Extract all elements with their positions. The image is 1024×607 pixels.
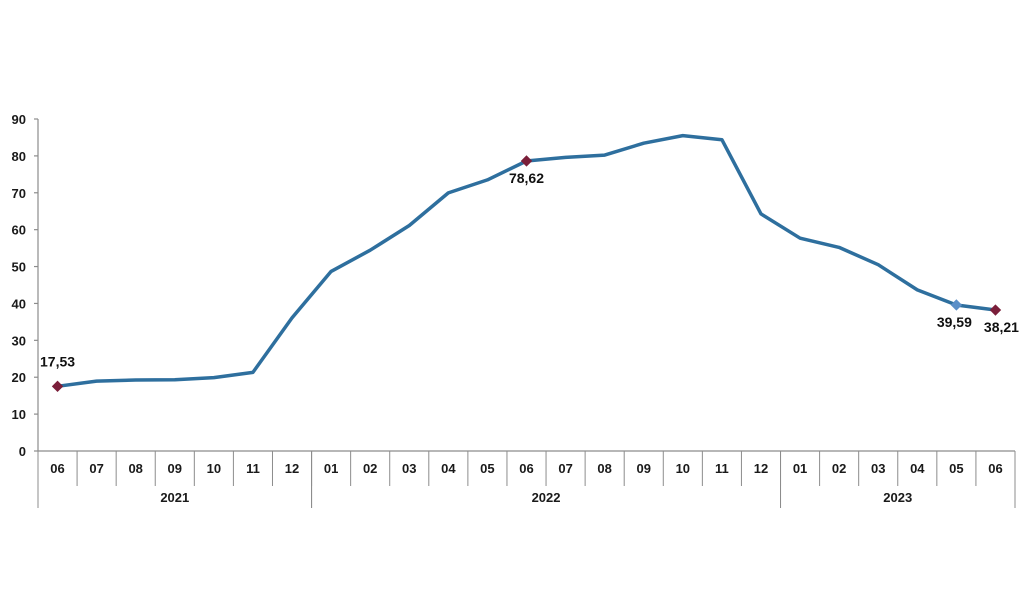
x-tick-label: 10: [207, 461, 221, 476]
x-tick-label: 03: [871, 461, 885, 476]
y-tick-label: 0: [19, 444, 26, 459]
x-axis: 06 07 08 09 10 11 12 01 02 03 04 05 06 07 08 09 10 11 12 01…: [37, 450, 1016, 508]
y-tick-label: 20: [12, 370, 26, 385]
x-tick-label: 05: [949, 461, 963, 476]
data-label: 78,62: [509, 170, 544, 186]
x-tick-label: 11: [246, 461, 260, 476]
x-tick-label: 01: [324, 461, 338, 476]
x-year-label: 2021: [160, 490, 189, 505]
y-tick-label: 70: [12, 186, 26, 201]
y-tick-label: 40: [12, 296, 26, 311]
x-year-label: 2022: [532, 490, 561, 505]
x-tick-label: 09: [637, 461, 651, 476]
x-tick-label: 06: [50, 461, 64, 476]
x-tick-label: 10: [676, 461, 690, 476]
x-year-label: 2023: [883, 490, 912, 505]
x-tick-label: 08: [128, 461, 142, 476]
y-tick-label: 50: [12, 260, 26, 275]
x-tick-label: 06: [988, 461, 1002, 476]
x-tick-label: 12: [754, 461, 768, 476]
x-tick-label: 02: [363, 461, 377, 476]
x-tick-label: 12: [285, 461, 299, 476]
data-label: 17,53: [40, 353, 75, 369]
data-annotations: 17,53 78,62 39,59 38,21: [40, 155, 1019, 393]
diamond-marker-icon: [51, 380, 64, 393]
diamond-marker-icon: [520, 155, 533, 167]
diamond-marker-icon: [950, 299, 963, 311]
y-axis: 0 10 20 30 40 50 60 70 80 90: [12, 112, 39, 459]
x-tick-label: 02: [832, 461, 846, 476]
x-tick-label: 06: [519, 461, 533, 476]
x-tick-label: 03: [402, 461, 416, 476]
diamond-marker-icon: [989, 304, 1002, 316]
x-tick-label: 07: [558, 461, 572, 476]
y-tick-label: 30: [12, 333, 26, 348]
y-tick-label: 60: [12, 223, 26, 238]
x-tick-label: 09: [168, 461, 182, 476]
data-label: 39,59: [937, 314, 972, 330]
y-tick-label: 90: [12, 112, 26, 127]
y-tick-label: 10: [12, 407, 26, 422]
y-tick-label: 80: [12, 149, 26, 164]
x-tick-label: 04: [910, 461, 925, 476]
x-tick-label: 04: [441, 461, 456, 476]
x-tick-label: 07: [89, 461, 103, 476]
x-tick-label: 11: [715, 461, 729, 476]
x-tick-label: 05: [480, 461, 494, 476]
x-tick-label: 01: [793, 461, 807, 476]
data-label: 38,21: [984, 319, 1019, 335]
x-tick-label: 08: [597, 461, 611, 476]
